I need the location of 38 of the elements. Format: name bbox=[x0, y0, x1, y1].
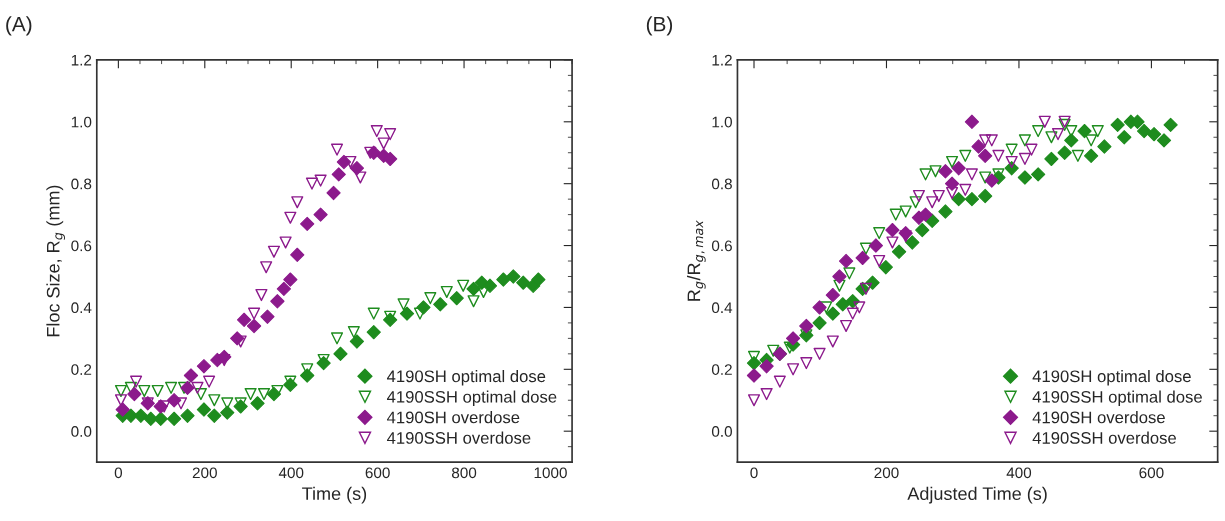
y-tick-label: 0.2 bbox=[711, 364, 732, 375]
x-tick-label: 600 bbox=[365, 467, 390, 479]
x-tick-label: 400 bbox=[278, 467, 304, 479]
y-axis-title: Floc Size, R$_{g}$ (mm) bbox=[46, 185, 66, 337]
y-tick-label: 0.2 bbox=[71, 364, 92, 375]
legend-label: 4190SSH overdose bbox=[1032, 431, 1176, 444]
x-tick-label: 400 bbox=[1006, 467, 1032, 479]
y-tick-label: 0.6 bbox=[711, 240, 732, 252]
y-tick-label: 0.8 bbox=[71, 178, 92, 190]
legend-label: 4190SSH optimal dose bbox=[1032, 390, 1202, 407]
legend-label: 4190SSH optimal dose bbox=[386, 390, 557, 407]
legend-label: 4190SSH overdose bbox=[386, 431, 531, 444]
x-tick-label: 0 bbox=[114, 467, 123, 479]
chart-title: (A) bbox=[6, 16, 32, 36]
y-tick-label: 0.0 bbox=[71, 426, 92, 437]
x-axis-title: Adjusted Time (s) bbox=[907, 486, 1047, 504]
y-tick-label: 0.0 bbox=[711, 426, 732, 437]
y-tick-label: 1.2 bbox=[712, 54, 732, 66]
x-axis-title: Time (s) bbox=[302, 486, 367, 504]
y-tick-label: 0.8 bbox=[711, 178, 732, 190]
legend-label: 4190SH overdose bbox=[386, 411, 520, 424]
x-tick-label: 200 bbox=[874, 467, 899, 479]
x-tick-label: 800 bbox=[451, 467, 477, 479]
x-tick-label: 600 bbox=[1139, 467, 1164, 479]
chart-title: (B) bbox=[646, 16, 673, 36]
y-tick-label: 1.0 bbox=[712, 116, 732, 128]
x-tick-label: 200 bbox=[192, 467, 217, 479]
y-axis-title: R$_{g}$/R$_{g,max}$ bbox=[687, 220, 706, 301]
legend-label: 4190SH optimal dose bbox=[1032, 369, 1191, 386]
y-tick-label: 1.2 bbox=[71, 54, 92, 66]
y-tick-label: 1.0 bbox=[71, 116, 92, 128]
y-tick-label: 0.4 bbox=[711, 302, 733, 314]
x-tick-label: 1000 bbox=[534, 467, 567, 479]
x-tick-label: 0 bbox=[750, 467, 758, 479]
legend-label: 4190SH overdose bbox=[1032, 411, 1165, 424]
y-tick-label: 0.4 bbox=[71, 302, 92, 314]
y-tick-label: 0.6 bbox=[71, 240, 92, 252]
legend-label: 4190SH optimal dose bbox=[386, 369, 546, 386]
